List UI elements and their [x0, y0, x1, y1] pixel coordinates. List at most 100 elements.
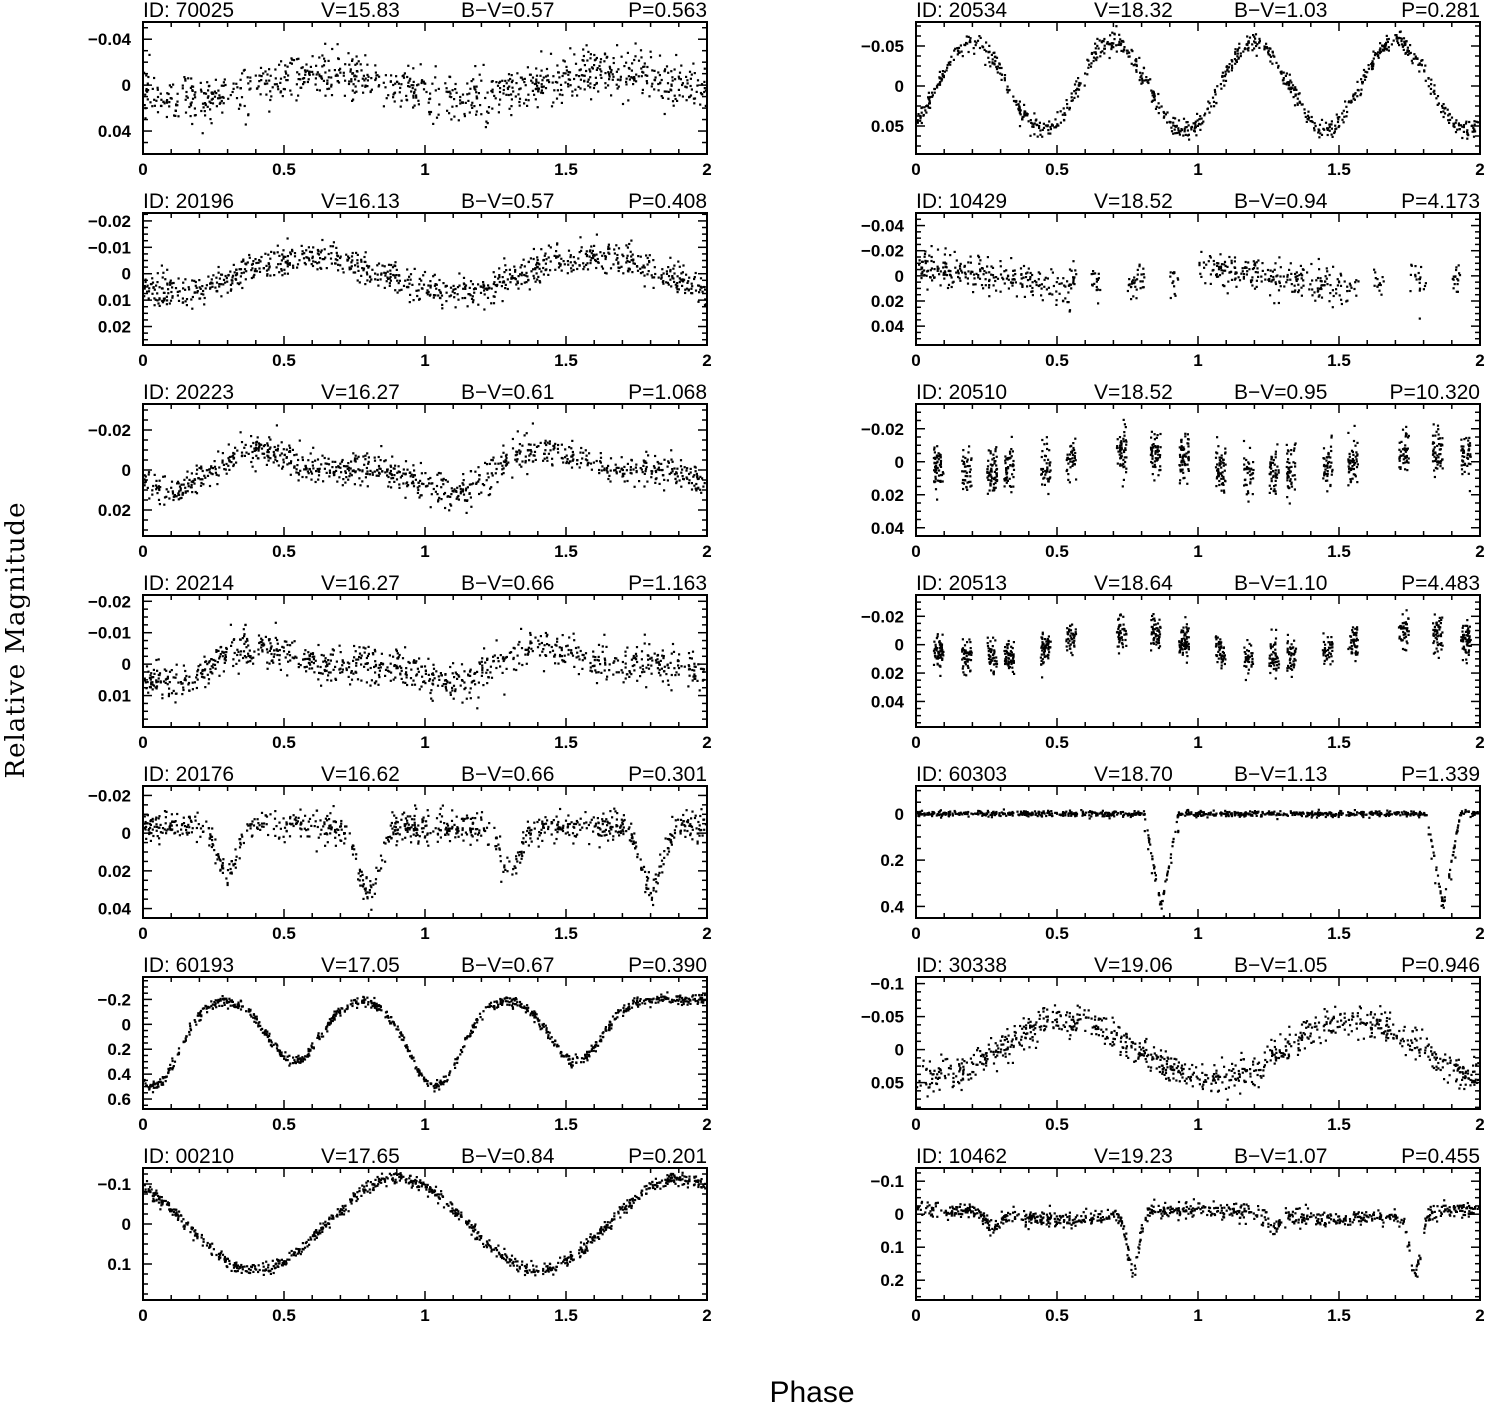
data-point: [559, 653, 562, 657]
data-point: [615, 824, 618, 827]
data-point: [534, 88, 537, 91]
data-point: [222, 283, 225, 286]
data-point: [560, 101, 563, 104]
data-point: [352, 469, 355, 473]
data-point: [327, 252, 330, 256]
data-point: [369, 684, 372, 687]
data-point: [486, 110, 489, 113]
data-point: [680, 471, 683, 474]
data-point: [511, 275, 514, 278]
data-point: [589, 76, 592, 79]
data-point: [230, 872, 233, 875]
data-point: [501, 300, 504, 303]
data-point: [193, 107, 196, 110]
data-point: [660, 859, 664, 862]
data-point: [321, 238, 324, 242]
data-point: [478, 829, 481, 832]
data-point: [636, 660, 639, 664]
data-point: [617, 269, 620, 273]
data-point: [377, 284, 380, 287]
data-point: [325, 267, 328, 270]
data-point: [425, 820, 428, 823]
data-point: [387, 277, 390, 280]
data-point: [600, 76, 603, 79]
data-point: [154, 818, 157, 821]
data-point: [571, 654, 575, 657]
data-point: [687, 652, 691, 655]
data-point: [162, 475, 165, 478]
data-point: [326, 833, 329, 836]
data-point: [161, 301, 164, 304]
data-point: [342, 74, 345, 77]
data-point: [478, 661, 481, 664]
data-point: [297, 458, 300, 462]
data-point: [386, 838, 390, 841]
data-point: [628, 78, 631, 81]
data-point: [181, 832, 184, 835]
data-point: [164, 681, 167, 684]
data-point: [181, 84, 184, 87]
data-point: [553, 842, 556, 845]
data-point: [166, 268, 169, 271]
data-point: [647, 871, 650, 874]
data-point: [566, 831, 569, 834]
data-point: [376, 278, 379, 281]
data-point: [382, 105, 385, 108]
data-point: [632, 83, 635, 86]
data-point: [341, 664, 344, 667]
data-point: [439, 472, 442, 475]
data-point: [273, 251, 276, 254]
data-point: [546, 643, 549, 646]
data-point: [499, 87, 502, 90]
data-point: [498, 267, 501, 270]
data-point: [289, 251, 292, 254]
data-point: [377, 869, 380, 872]
data-point: [352, 659, 355, 662]
data-point: [616, 87, 619, 90]
data-point: [190, 85, 194, 88]
data-point: [290, 823, 293, 826]
data-point: [388, 284, 391, 287]
data-point: [644, 470, 647, 473]
data-point: [400, 677, 403, 680]
data-point: [469, 670, 472, 673]
data-point: [396, 821, 399, 824]
data-point: [288, 444, 291, 447]
data-point: [514, 866, 517, 869]
data-point: [536, 261, 539, 264]
data-point: [305, 256, 308, 259]
data-point: [389, 272, 392, 276]
data-point: [319, 251, 322, 254]
data-point: [531, 650, 534, 653]
data-point: [184, 78, 187, 81]
y-tick-label: −0.02: [88, 421, 131, 440]
data-point: [283, 268, 286, 271]
data-point: [436, 840, 439, 843]
data-point: [618, 834, 621, 837]
data-point: [568, 78, 572, 81]
data-point: [576, 267, 579, 271]
data-point: [694, 470, 697, 473]
data-point: [150, 681, 153, 684]
data-point: [585, 44, 588, 47]
data-point: [160, 264, 163, 267]
data-point: [427, 844, 430, 847]
data-point: [293, 252, 297, 255]
data-point: [652, 286, 655, 289]
data-point: [265, 815, 269, 818]
data-point: [156, 835, 159, 838]
data-point: [647, 454, 650, 457]
data-point: [518, 854, 521, 857]
data-point: [454, 88, 457, 91]
data-point: [236, 648, 239, 651]
data-point: [566, 458, 569, 461]
data-point: [630, 69, 633, 72]
data-point: [442, 483, 445, 486]
data-point: [626, 462, 629, 465]
data-point: [204, 668, 207, 671]
data-point: [335, 251, 338, 254]
data-point: [181, 87, 184, 90]
data-point: [357, 79, 360, 83]
data-point: [634, 847, 637, 850]
